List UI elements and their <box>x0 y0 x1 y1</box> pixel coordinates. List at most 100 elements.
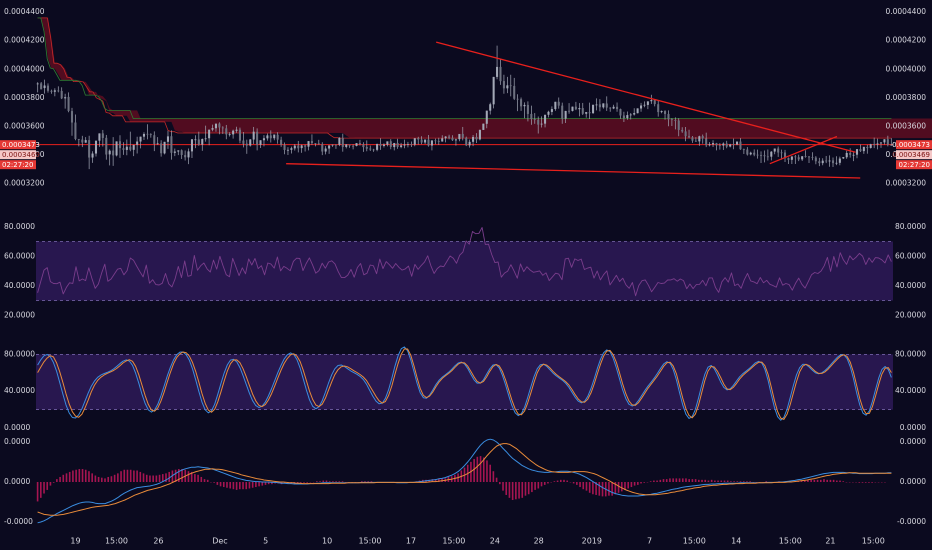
candle-body <box>297 145 300 149</box>
candle <box>794 154 797 164</box>
macd-histogram-bar <box>261 482 264 486</box>
macd-histogram-bar <box>197 474 199 482</box>
candle <box>619 108 622 119</box>
candle-body <box>307 141 310 147</box>
candle <box>348 144 351 148</box>
candle <box>184 150 187 161</box>
macd-histogram-bar <box>486 460 488 482</box>
macd-histogram-bar <box>245 482 248 490</box>
candle-body <box>509 85 512 87</box>
ask-label-left-bg <box>0 150 36 160</box>
candle <box>807 155 811 163</box>
candle-body <box>756 154 759 156</box>
candle-body <box>598 104 601 108</box>
candle-body <box>362 144 365 148</box>
candle <box>753 149 756 157</box>
candle-body <box>554 101 557 110</box>
candle-body <box>369 148 372 150</box>
candle-body <box>214 123 217 129</box>
macd-histogram-bar <box>232 482 235 490</box>
macd-histogram-bar <box>36 482 39 502</box>
candle <box>50 89 53 94</box>
candle <box>749 151 752 156</box>
price-label-right: 0.0003473 <box>892 141 930 149</box>
candle-body <box>506 85 509 89</box>
candle-body <box>876 143 879 145</box>
candle-body <box>163 141 166 154</box>
candle <box>362 142 365 152</box>
macd-histogram-bar <box>662 479 665 482</box>
candle-body <box>811 156 814 158</box>
candle <box>434 138 437 145</box>
macd-histogram-bar <box>534 482 536 490</box>
macd-histogram-bar <box>588 482 591 493</box>
candle-body <box>266 135 269 139</box>
macd-histogram-bar <box>219 482 222 487</box>
price-tick-right: 0.0004000 <box>885 64 926 73</box>
macd-histogram-bar <box>547 482 549 484</box>
candle-body <box>886 139 889 145</box>
macd-histogram-bar <box>107 476 110 482</box>
x-tick-label: 26 <box>153 537 163 546</box>
candle <box>211 124 214 132</box>
macd-histogram-bar <box>306 482 309 483</box>
candle-body <box>814 157 817 162</box>
stoch-panel[interactable] <box>36 346 893 421</box>
cloud-line-upper <box>37 17 892 139</box>
macd-tick-left: -0.0000 <box>4 517 33 526</box>
macd-histogram-bar <box>540 482 543 487</box>
candle-body <box>153 135 156 144</box>
candle-body <box>451 137 454 141</box>
candle-body <box>516 98 519 100</box>
ask-label-right-bg <box>896 150 932 160</box>
candle-body <box>807 156 811 158</box>
macd-histogram-bar <box>656 480 658 482</box>
macd-histogram-bar <box>672 478 674 482</box>
price-panel[interactable] <box>36 17 932 179</box>
macd-histogram-bar <box>235 482 238 490</box>
candle-body <box>564 110 567 119</box>
candle <box>307 141 310 151</box>
macd-histogram-bar <box>149 475 151 482</box>
signal-line <box>37 443 892 516</box>
macd-histogram-bar <box>495 477 498 482</box>
macd-histogram-bar <box>576 482 578 485</box>
candle <box>389 139 392 150</box>
candle <box>317 139 320 145</box>
ask-label-left: 0.0003469 <box>2 151 40 159</box>
macd-histogram-bar <box>155 475 158 482</box>
candle <box>879 142 883 148</box>
candle-body <box>763 155 766 157</box>
candle <box>94 140 98 157</box>
rsi-panel[interactable] <box>36 227 893 301</box>
candle <box>304 144 307 152</box>
candle-body <box>609 107 612 109</box>
candle <box>149 133 152 138</box>
macd-histogram-bar <box>742 481 745 482</box>
candle-body <box>688 136 691 138</box>
candle <box>424 139 427 144</box>
macd-histogram-bar <box>52 482 55 483</box>
candle <box>249 139 252 147</box>
candle <box>598 99 601 112</box>
candle <box>194 135 197 149</box>
candle <box>688 129 691 139</box>
candle <box>166 130 170 149</box>
macd-histogram-bar <box>328 481 331 482</box>
candle-body <box>787 158 790 160</box>
candle-body <box>228 134 231 136</box>
candle <box>286 147 289 155</box>
candle-body <box>890 144 893 146</box>
candle-body <box>496 66 499 77</box>
candle <box>701 134 704 144</box>
candle <box>513 77 516 100</box>
candle <box>612 104 615 110</box>
macd-histogram-bar <box>678 478 681 482</box>
candle <box>533 113 536 124</box>
candle-body <box>136 141 139 145</box>
candle-body <box>698 136 701 142</box>
macd-panel[interactable] <box>36 438 892 524</box>
macd-histogram-bar <box>94 475 97 482</box>
candle-body <box>218 123 221 128</box>
